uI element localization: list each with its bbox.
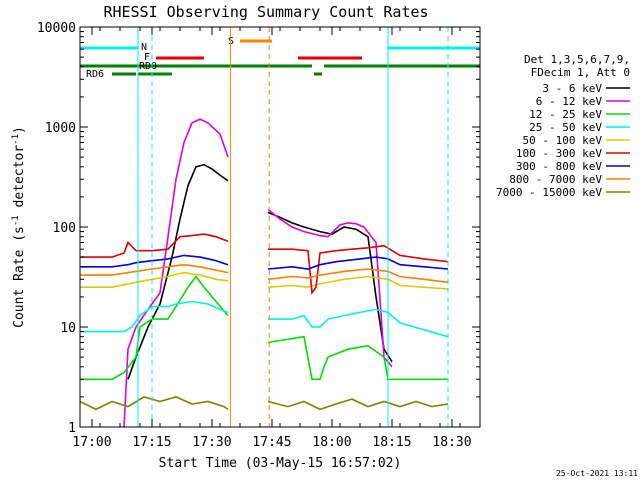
y-axis-label: Count Rate (s-1 detector-1) <box>11 126 27 328</box>
vertical-markers <box>137 27 449 427</box>
flag-s-label: S <box>228 36 234 47</box>
x-tick-label: 18:15 <box>372 435 411 450</box>
y-tick-label: 100 <box>53 221 76 236</box>
legend-entry-label: 3 - 6 keV <box>542 82 602 95</box>
series-4-segment-1 <box>267 275 449 290</box>
legend-header-line: Det 1,3,5,6,7,9, <box>524 53 630 66</box>
series-6-segment-1 <box>267 256 449 270</box>
flag-rd6-label: RD6 <box>86 69 104 80</box>
x-tick-label: 17:15 <box>132 435 171 450</box>
legend-entry-label: 800 - 7000 keV <box>509 173 602 186</box>
legend-header-line: FDecim 1, Att 0 <box>531 66 630 79</box>
series-8-segment-0 <box>79 396 229 411</box>
legend-entry-label: 7000 - 15000 keV <box>496 186 602 199</box>
axis-ticks: 17:00 17:15 17:30 17:45 18:00 18:15 18:30 1 10 10… <box>37 21 481 450</box>
series-6-segment-0 <box>80 254 229 268</box>
y-tick-label: 10 <box>60 321 76 336</box>
flag-n-label: N <box>141 42 147 53</box>
footer-timestamp: 25-Oct-2021 13:11 <box>556 469 638 478</box>
series-5-segment-0 <box>80 233 229 258</box>
series-0-segment-0 <box>127 163 229 380</box>
series-5-segment-1 <box>268 244 449 296</box>
legend-entry-label: 25 - 50 keV <box>529 121 602 134</box>
flag-rd0-label: RD0 <box>139 61 157 72</box>
series-2-segment-0 <box>80 275 229 381</box>
x-tick-label: 18:00 <box>312 435 351 450</box>
x-tick-label: 17:45 <box>252 435 291 450</box>
y-tick-label: 1 <box>68 421 76 436</box>
x-tick-label: 17:00 <box>72 435 111 450</box>
x-axis-label: Start Time (03-May-15 16:57:02) <box>159 456 402 471</box>
chart-title: RHESSI Observing Summary Count Rates <box>103 3 428 21</box>
x-tick-label: 17:30 <box>192 435 231 450</box>
legend-entry-label: 12 - 25 keV <box>529 108 602 121</box>
legend-entry-label: 300 - 800 keV <box>516 160 602 173</box>
series-3-segment-1 <box>268 308 449 338</box>
series-layer <box>79 118 449 428</box>
legend-entry-label: 50 - 100 keV <box>523 134 603 147</box>
x-tick-label: 18:30 <box>432 435 471 450</box>
series-1-segment-1 <box>267 208 393 368</box>
series-7-segment-1 <box>267 268 449 284</box>
legend: Det 1,3,5,6,7,9,FDecim 1, Att 0 3 - 6 keV… <box>496 53 630 199</box>
legend-entry-label: 6 - 12 keV <box>536 95 603 108</box>
y-tick-label: 10000 <box>37 21 76 36</box>
series-4-segment-0 <box>80 271 229 289</box>
series-0-segment-1 <box>267 211 393 363</box>
legend-entry-label: 100 - 300 keV <box>516 147 602 160</box>
series-1-segment-0 <box>123 118 229 428</box>
series-8-segment-1 <box>267 398 449 411</box>
flag-f-label: F <box>144 52 150 63</box>
series-2-segment-1 <box>267 335 448 381</box>
y-tick-label: 1000 <box>45 121 76 136</box>
series-7-segment-0 <box>80 263 229 276</box>
series-3-segment-0 <box>80 300 229 333</box>
